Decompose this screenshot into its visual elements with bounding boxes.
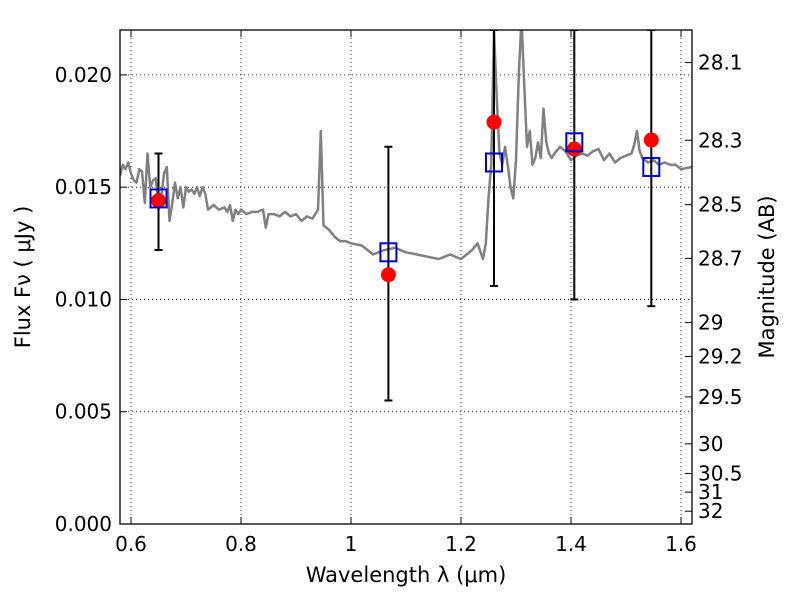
data-points (149, 114, 661, 283)
y-tick-label: 0.020 (55, 63, 112, 87)
mag-tick-label: 31 (698, 480, 723, 504)
x-tick-label: 1.6 (665, 532, 697, 556)
x-axis-title: Wavelength λ (μm) (306, 563, 507, 587)
model-flux-square (642, 156, 661, 177)
x-tick-label: 0.6 (115, 532, 147, 556)
observed-flux-point (151, 193, 166, 209)
mag-tick-label: 29.2 (698, 344, 743, 368)
y-tick-label: 0.015 (55, 175, 112, 199)
tick-labels: 0.6 0.8 1 1.2 1.4 1.6 0.000 0.005 0.010 0.015 0.02… (55, 51, 743, 556)
mag-tick-label: 30.5 (698, 461, 743, 485)
observed-flux-point (566, 141, 582, 157)
axis-ticks (120, 30, 692, 525)
y-tick-label: 0.005 (55, 400, 112, 424)
x-tick-label: 0.8 (225, 532, 257, 556)
error-bars (154, 30, 656, 402)
model-flux-square (149, 188, 168, 209)
mag-tick-label: 28.7 (698, 246, 743, 270)
mag-tick-label: 32 (698, 499, 723, 523)
model-flux-square (485, 152, 503, 173)
mag-tick-label: 28.5 (698, 193, 743, 217)
plot-frame (119, 29, 693, 525)
model-flux-square (565, 132, 584, 153)
x-tick-label: 1.4 (555, 532, 587, 556)
observed-flux-point (643, 132, 659, 148)
x-tick-label: 1.2 (445, 532, 477, 556)
model-flux-square (379, 242, 398, 263)
y-axis-title: Flux Fν ( μJy ) (11, 206, 35, 349)
y2-axis-title: Magnitude (AB) (755, 195, 779, 358)
mag-tick-label: 29.5 (698, 385, 743, 409)
y-tick-label: 0.000 (55, 512, 112, 536)
mag-tick-label: 28.1 (698, 51, 743, 75)
y-tick-label: 0.010 (55, 287, 112, 311)
x-tick-label: 1 (345, 532, 358, 556)
mag-tick-label: 30 (698, 432, 723, 456)
mag-tick-label: 29 (698, 311, 723, 335)
observed-flux-point (486, 114, 502, 130)
observed-flux-point (380, 267, 396, 283)
mag-tick-label: 28.3 (698, 128, 743, 152)
